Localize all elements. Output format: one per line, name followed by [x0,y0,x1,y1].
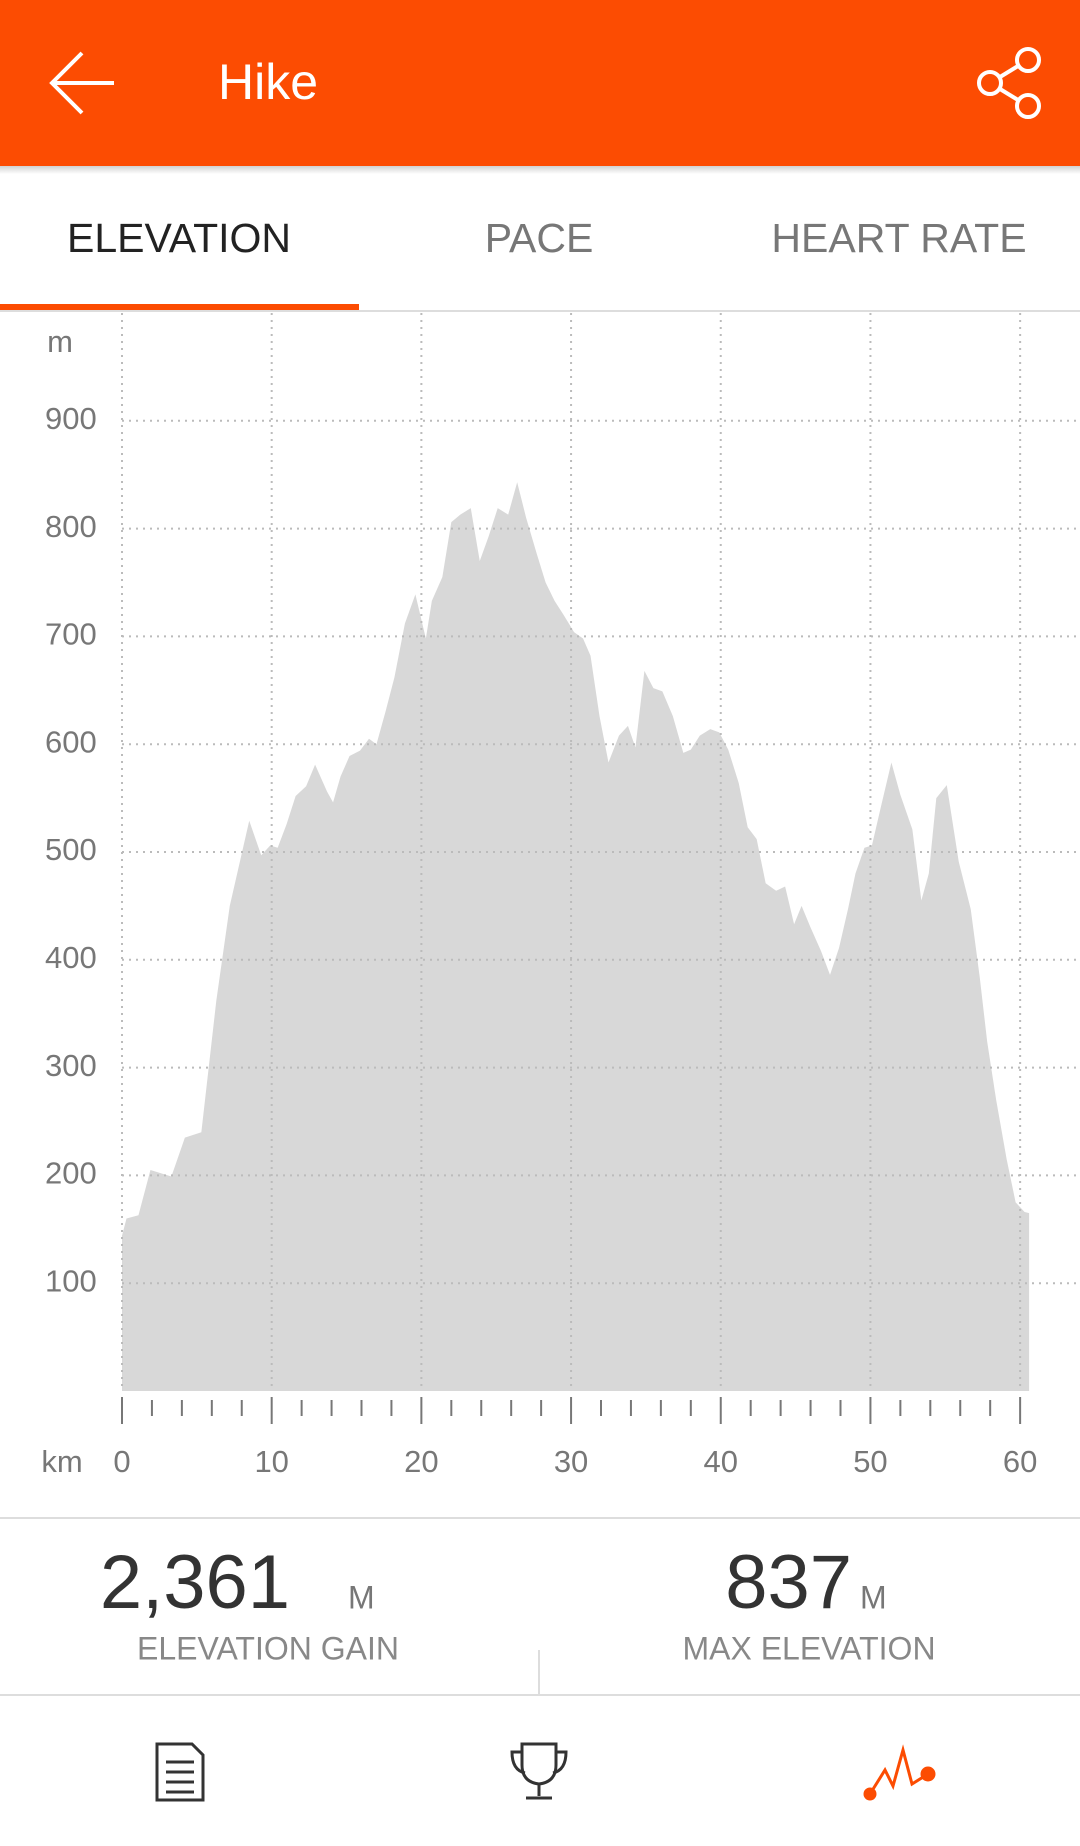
stat-value: 2,361 [100,1540,290,1625]
y-tick-label: 700 [45,617,97,652]
x-unit-label: km [41,1444,82,1479]
screen-title: Hike [218,54,318,110]
x-tick-label: 50 [853,1444,887,1479]
x-tick-label: 60 [1003,1444,1037,1479]
analysis-tab-icon[interactable] [863,1744,936,1801]
app-bar [0,0,1080,166]
y-tick-label: 300 [45,1048,97,1083]
y-tick-label: 200 [45,1156,97,1191]
tab[interactable]: PACE [485,215,594,261]
tab[interactable]: ELEVATION [67,215,291,261]
y-tick-label: 100 [45,1263,97,1298]
tab-indicator [0,304,359,310]
x-tick-label: 20 [404,1444,438,1479]
stat-value: 837 [725,1540,852,1625]
stat-label: ELEVATION GAIN [137,1630,399,1666]
overview-tab-icon[interactable] [155,1742,205,1802]
share-button[interactable] [977,47,1041,119]
x-tick-label: 0 [113,1444,130,1479]
y-tick-label: 500 [45,832,97,867]
stat-label: MAX ELEVATION [682,1630,935,1666]
y-tick-label: 400 [45,940,97,975]
stat-unit: M [860,1579,887,1615]
y-tick-label: 800 [45,509,97,544]
elevation-area [122,482,1030,1392]
y-tick-label: 900 [45,401,97,436]
stat-unit: M [348,1579,375,1615]
x-tick-label: 30 [554,1444,588,1479]
achievements-tab-icon[interactable] [510,1742,568,1800]
app-bar-shadow [0,166,1080,174]
y-tick-label: 600 [45,724,97,759]
y-unit-label: m [47,324,73,359]
x-tick-label: 10 [254,1444,288,1479]
tab[interactable]: HEART RATE [771,215,1026,261]
elevation-chart: m km 0 10 20 30 40 50 60 100 200 300 400 500 600 700 8… [41,313,1080,1479]
back-button[interactable] [49,51,114,115]
x-tick-label: 40 [704,1444,738,1479]
